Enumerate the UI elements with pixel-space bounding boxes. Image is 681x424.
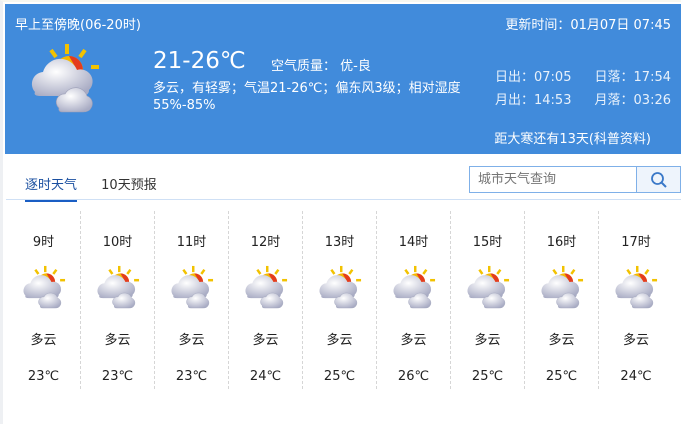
sunrise: 日出：07:05 [495, 70, 572, 85]
hour-temperature: 25℃ [323, 369, 356, 384]
update-time: 更新时间：01月07日 07:45 [505, 18, 671, 33]
partly-cloudy-icon [23, 42, 107, 118]
partly-cloudy-icon [303, 264, 376, 312]
tab-10day[interactable]: 10天预报 [101, 178, 157, 193]
weather-condition: 多云 [622, 333, 649, 348]
partly-cloudy-icon [451, 264, 524, 312]
tab-divider [6, 199, 681, 200]
hour-column: 12时 多云 24℃ [229, 211, 303, 389]
weather-condition: 多云 [252, 333, 279, 348]
partly-cloudy-icon [81, 264, 154, 312]
period-label: 早上至傍晚(06-20时) [15, 18, 141, 33]
hour-label: 15时 [472, 235, 503, 250]
hour-column: 11时 多云 23℃ [155, 211, 229, 389]
partly-cloudy-icon [7, 264, 80, 312]
solar-term-link[interactable]: 距大寒还有13天(科普资料) [494, 132, 651, 147]
weather-condition: 多云 [400, 333, 427, 348]
hour-column: 15时 多云 25℃ [451, 211, 525, 389]
hour-column: 9时 多云 23℃ [7, 211, 81, 389]
partly-cloudy-icon [525, 264, 598, 312]
hour-label: 17时 [621, 235, 651, 250]
city-search-input[interactable] [470, 167, 636, 192]
moonset: 月落：03:26 [594, 93, 671, 108]
sunset: 日落：17:54 [594, 70, 671, 85]
moonrise: 月出：14:53 [495, 93, 572, 108]
hour-label: 11时 [176, 235, 207, 250]
hour-label: 16时 [546, 235, 577, 250]
hour-temperature: 25℃ [471, 369, 504, 384]
today-summary: 早上至傍晚(06-20时) 更新时间：01月07日 07:45 21-26℃ 空… [5, 4, 681, 154]
hour-column: 16时 多云 25℃ [525, 211, 599, 389]
hour-label: 9时 [32, 235, 55, 250]
hour-column: 17时 多云 24℃ [599, 211, 673, 389]
city-search [469, 166, 681, 193]
partly-cloudy-icon [229, 264, 302, 312]
tab-bar: 逐时天气 10天预报 [25, 174, 177, 202]
hour-temperature: 23℃ [101, 369, 134, 384]
hour-temperature: 23℃ [175, 369, 208, 384]
hour-column: 13时 多云 25℃ [303, 211, 377, 389]
search-icon [650, 171, 667, 188]
partly-cloudy-icon [155, 264, 228, 312]
weather-condition: 多云 [104, 333, 131, 348]
search-button[interactable] [636, 167, 680, 192]
hour-temperature: 26℃ [397, 369, 430, 384]
weather-condition: 多云 [178, 333, 205, 348]
hourly-forecast: 9时 多云 23℃ 10时 多云 23℃ 11时 多云 23℃ 12时 多云 24℃ 1… [7, 211, 673, 389]
weather-condition: 多云 [30, 333, 57, 348]
hour-column: 14时 多云 26℃ [377, 211, 451, 389]
partly-cloudy-icon [377, 264, 450, 312]
weather-condition: 多云 [548, 333, 575, 348]
tab-hourly[interactable]: 逐时天气 [25, 174, 78, 202]
hour-label: 13时 [324, 235, 355, 250]
hour-label: 10时 [102, 235, 133, 250]
weather-condition: 多云 [326, 333, 353, 348]
hour-column: 10时 多云 23℃ [81, 211, 155, 389]
hour-temperature: 24℃ [249, 369, 282, 384]
hour-temperature: 23℃ [27, 369, 60, 384]
temperature-range: 21-26℃ [153, 48, 246, 74]
partly-cloudy-icon [599, 264, 673, 312]
air-quality: 空气质量： 优-良 [271, 59, 371, 74]
hour-label: 12时 [250, 235, 281, 250]
weather-description: 多云，有轻雾；气温21-26℃；偏东风3级；相对湿度55%-85% [153, 81, 461, 113]
hour-temperature: 25℃ [545, 369, 578, 384]
hour-temperature: 24℃ [620, 369, 652, 384]
hour-label: 14时 [398, 235, 429, 250]
weather-condition: 多云 [474, 333, 501, 348]
